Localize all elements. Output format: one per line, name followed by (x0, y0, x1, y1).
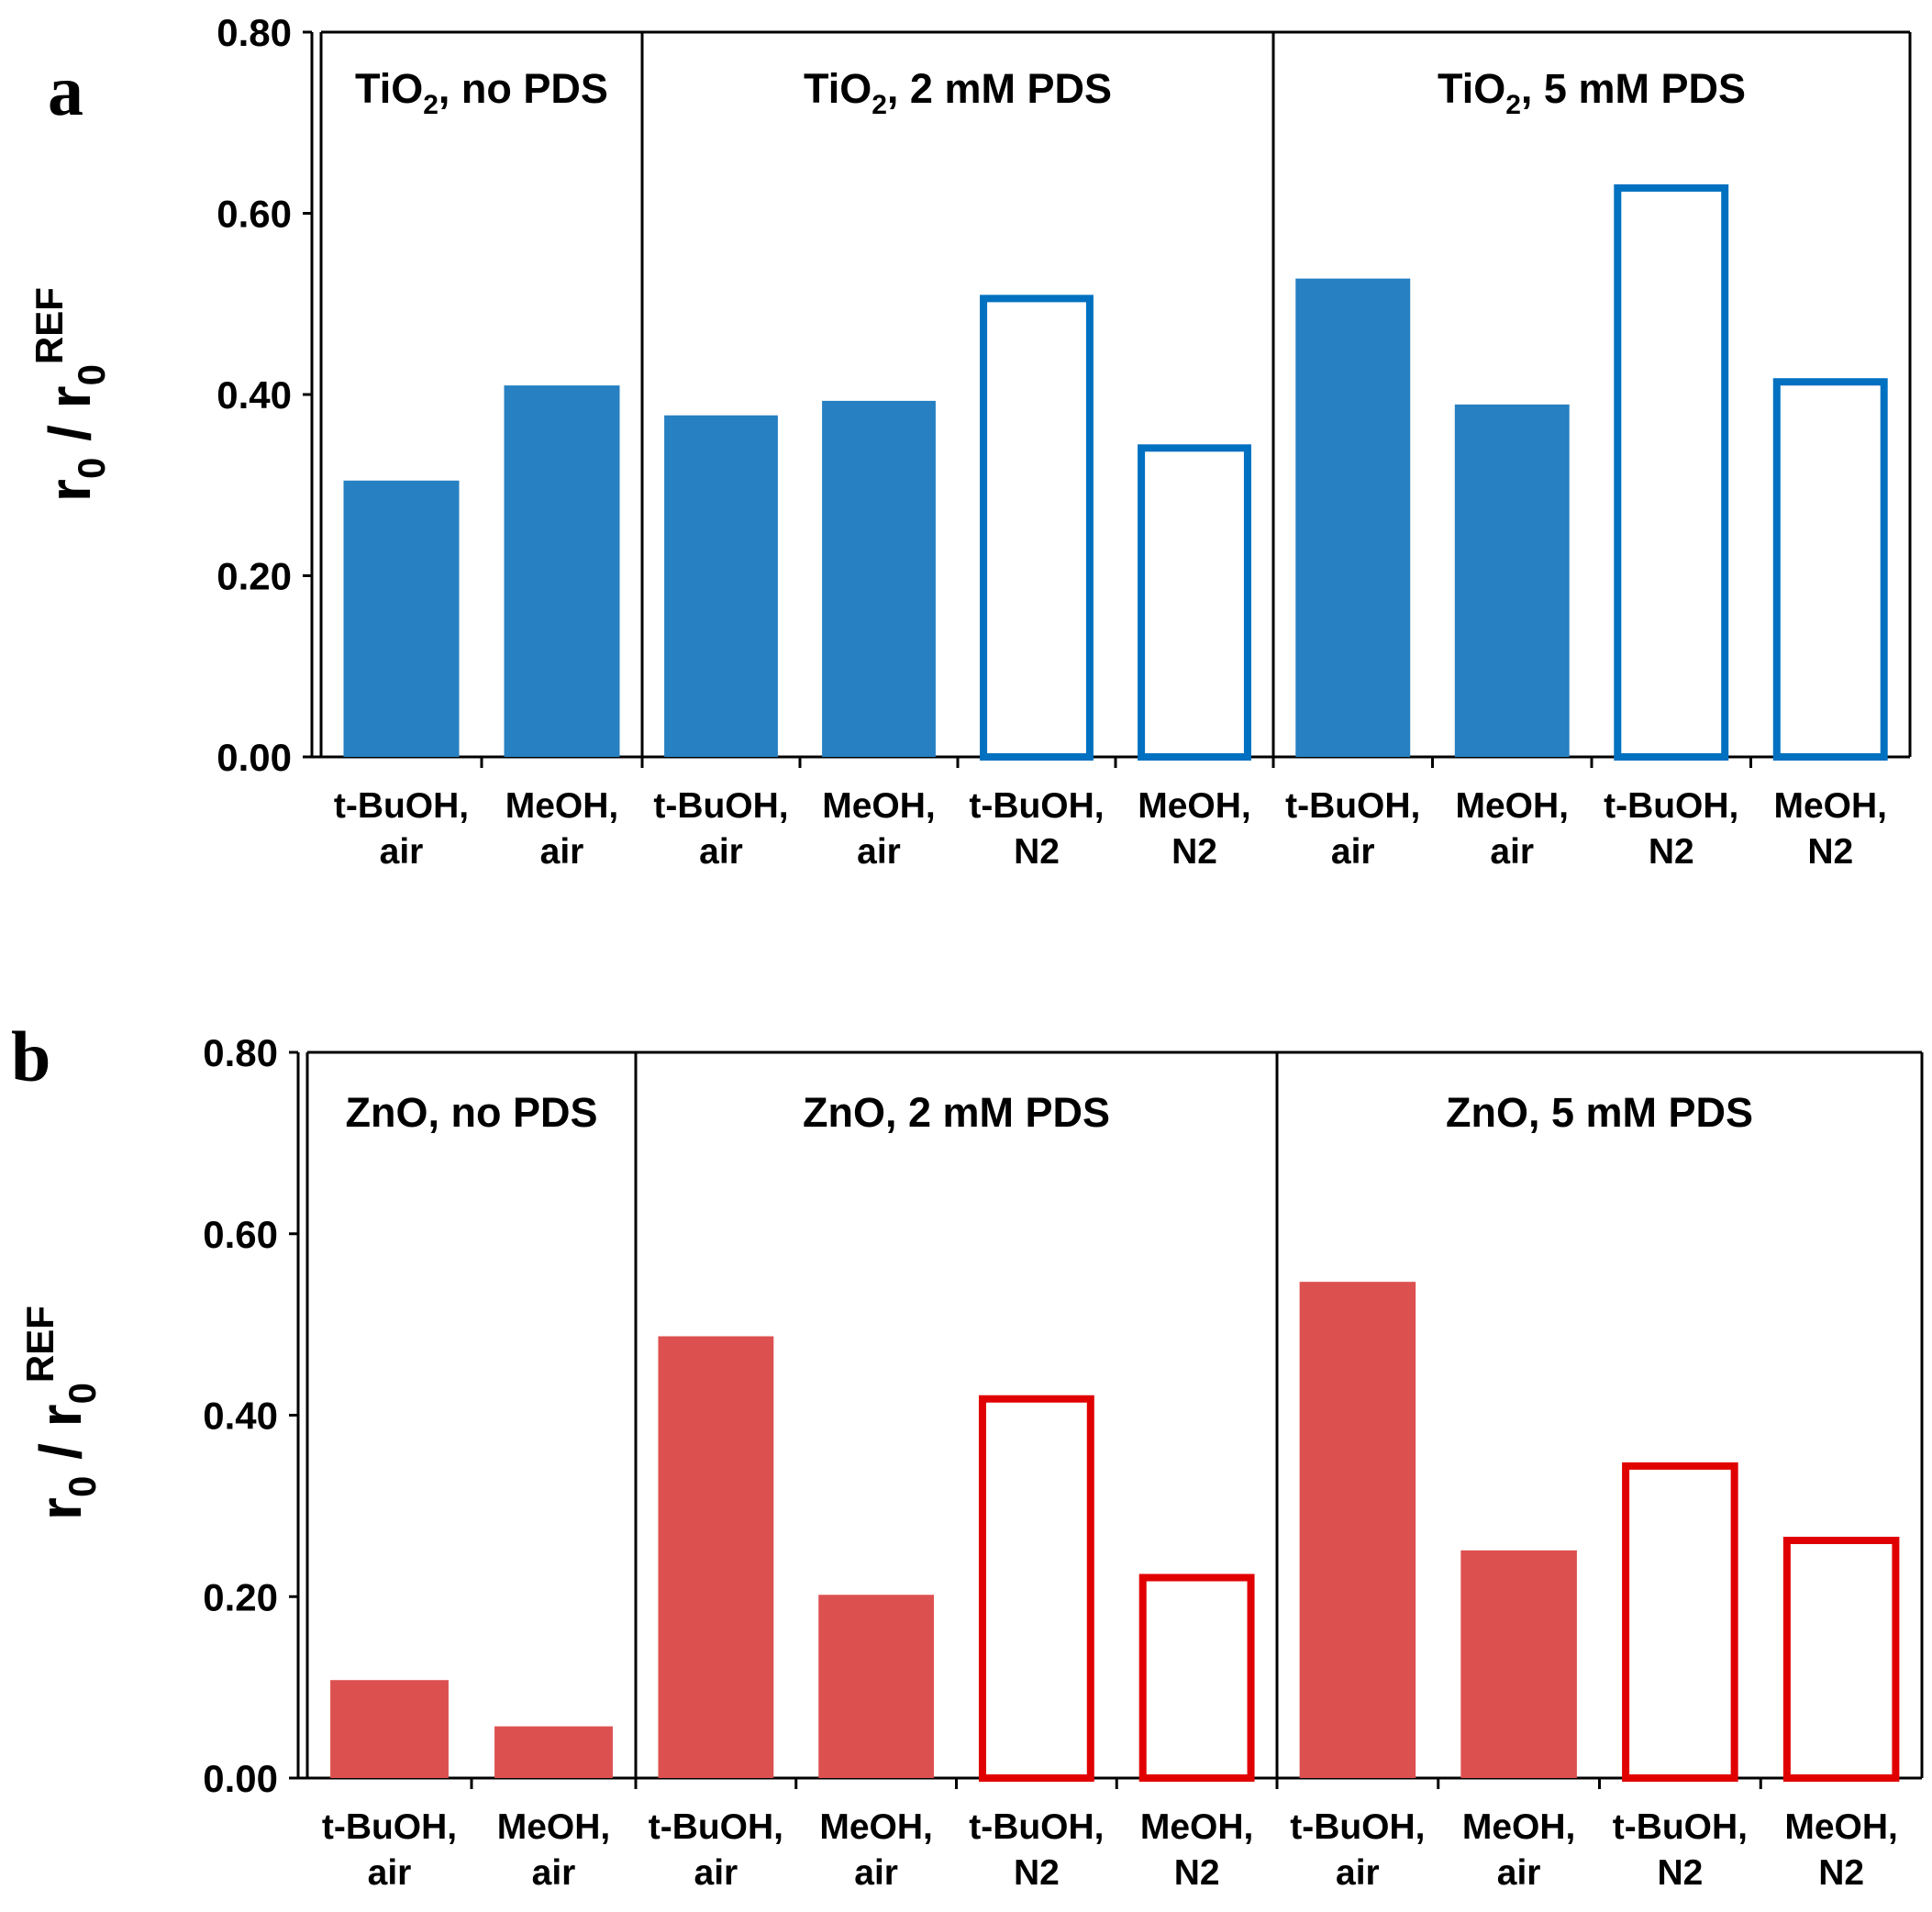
bar-outline (1782, 1536, 1900, 1783)
panel-letter: a (48, 50, 83, 130)
y-tick-label: 0.80 (203, 1031, 278, 1074)
x-category-label: air (380, 832, 424, 872)
y-tick-label: 0.60 (203, 1213, 278, 1256)
x-category-label: MeOH, (1773, 786, 1887, 826)
bar-outline (1614, 183, 1729, 761)
x-category-label: air (694, 1853, 738, 1893)
bar-outline (1138, 444, 1251, 761)
x-category-label: MeOH, (822, 786, 936, 826)
bar-filled (1295, 278, 1411, 758)
y-tick-label: 0.00 (203, 1757, 278, 1800)
x-category-label: N2 (1807, 832, 1853, 872)
y-tick-label: 0.80 (217, 11, 292, 54)
x-category-label: N2 (1171, 832, 1217, 872)
bar-filled (504, 385, 620, 757)
group-title: ZnO, 2 mM PDS (803, 1089, 1110, 1136)
x-category-label: t-BuOH, (1285, 786, 1420, 826)
y-tick-label: 0.40 (203, 1395, 278, 1438)
x-category-label: MeOH, (1462, 1807, 1576, 1847)
x-category-label: t-BuOH, (969, 786, 1104, 826)
y-tick-label: 0.20 (203, 1575, 278, 1618)
x-category-label: N2 (1014, 832, 1060, 872)
bar-filled (330, 1680, 449, 1778)
bar-filled (822, 400, 936, 757)
group-title: TiO2, 2 mM PDS (804, 65, 1112, 120)
x-category-label: air (1331, 832, 1375, 872)
x-category-label: air (857, 832, 901, 872)
x-category-label: MeOH, (505, 786, 619, 826)
y-tick-label: 0.40 (217, 373, 292, 417)
y-axis-label: r0 / r0REF (18, 1306, 104, 1520)
y-axis-label: r0 / r0REF (28, 287, 113, 502)
x-category-label: air (699, 832, 743, 872)
group-title: ZnO, 5 mM PDS (1446, 1089, 1753, 1136)
group-title: TiO2, no PDS (355, 65, 608, 120)
bar-outline (1138, 1573, 1255, 1782)
bar-filled (1299, 1282, 1416, 1778)
bar-outline (1622, 1462, 1738, 1783)
bar-filled (494, 1726, 613, 1778)
x-category-label: t-BuOH, (1613, 1807, 1748, 1847)
bar-filled (343, 480, 460, 757)
group-title: TiO2, 5 mM PDS (1438, 65, 1746, 120)
x-category-label: air (532, 1853, 576, 1893)
x-category-label: N2 (1649, 832, 1694, 872)
x-category-label: N2 (1174, 1853, 1220, 1893)
x-category-label: t-BuOH, (649, 1807, 783, 1847)
bar-outline (1772, 378, 1888, 761)
bar-filled (664, 415, 778, 757)
x-category-label: t-BuOH, (1290, 1807, 1425, 1847)
bar-filled (818, 1595, 935, 1778)
x-category-label: t-BuOH, (1604, 786, 1738, 826)
panel-b-chart: b 0.00 0.20 0.40 0.60 0.80 ZnO, no PDS t-BuOH, a… (11, 1017, 1924, 1893)
bar-filled (1460, 1550, 1577, 1778)
x-category-label: air (1490, 832, 1534, 872)
group-title: ZnO, no PDS (346, 1089, 598, 1136)
x-category-label: MeOH, (1140, 1807, 1254, 1847)
x-category-label: t-BuOH, (334, 786, 469, 826)
panel-letter: b (11, 1017, 50, 1096)
panel-a-chart: a 0.00 0.20 0.40 0.60 0.80 TiO2, no PDS t-BuOH,… (28, 11, 1912, 872)
x-category-label: t-BuOH, (653, 786, 788, 826)
x-category-label: N2 (1818, 1853, 1864, 1893)
bar-filled (1454, 404, 1570, 757)
x-category-label: air (1497, 1853, 1541, 1893)
x-category-label: air (368, 1853, 412, 1893)
bar-outline (978, 1395, 1094, 1783)
y-tick-label: 0.00 (217, 736, 292, 779)
x-category-label: air (540, 832, 584, 872)
x-category-label: MeOH, (1784, 1807, 1898, 1847)
bar-outline (980, 295, 1094, 761)
x-category-label: MeOH, (1138, 786, 1251, 826)
x-category-label: MeOH, (1455, 786, 1569, 826)
bar-filled (658, 1336, 774, 1778)
y-tick-label: 0.60 (217, 193, 292, 236)
x-category-label: N2 (1014, 1853, 1060, 1893)
y-tick-label: 0.20 (217, 555, 292, 598)
x-category-label: t-BuOH, (969, 1807, 1104, 1847)
x-category-label: air (854, 1853, 898, 1893)
x-category-label: t-BuOH, (322, 1807, 457, 1847)
x-category-label: MeOH, (497, 1807, 611, 1847)
x-category-label: MeOH, (819, 1807, 933, 1847)
x-category-label: air (1336, 1853, 1380, 1893)
x-category-label: N2 (1657, 1853, 1703, 1893)
